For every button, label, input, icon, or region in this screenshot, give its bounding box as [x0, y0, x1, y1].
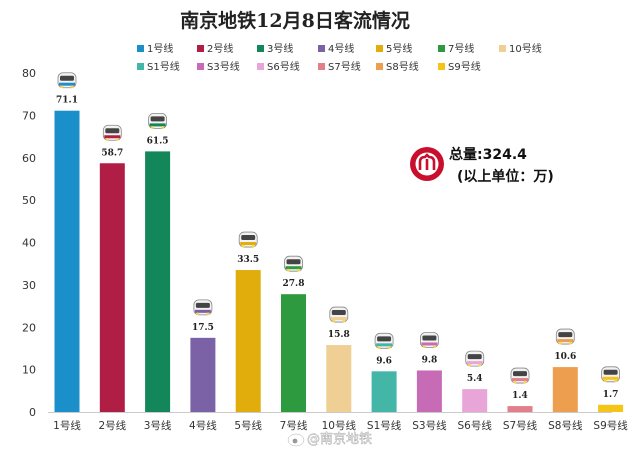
y-tick-label: 0 [29, 406, 36, 419]
legend-swatch [257, 63, 264, 70]
weibo-icon [287, 433, 305, 447]
y-tick-label: 10 [22, 364, 36, 377]
bar [552, 367, 578, 412]
x-tick-label: S3号线 [412, 419, 447, 432]
data-label: 10.6 [554, 352, 576, 362]
y-tick-label: 20 [22, 321, 36, 334]
bar [281, 294, 306, 412]
train-icon [148, 112, 168, 129]
legend-swatch [376, 45, 383, 52]
legend-swatch [438, 63, 445, 70]
data-label: 15.8 [328, 330, 350, 340]
y-tick-label: 60 [22, 152, 36, 165]
legend-swatch [499, 45, 506, 52]
train-icon [238, 231, 258, 248]
legend-entry: 7号线 [448, 42, 474, 55]
y-axis: 0 10 20 30 40 50 60 70 80 [22, 67, 612, 419]
x-tick-label: S9号线 [593, 419, 628, 432]
data-label: 71.1 [56, 96, 78, 106]
bar [54, 110, 80, 413]
train-icon [465, 350, 485, 367]
data-label: 1.7 [603, 390, 619, 400]
train-icon [329, 306, 349, 323]
train-icon [601, 366, 620, 383]
bar [326, 345, 352, 412]
data-label: 1.4 [512, 391, 528, 401]
train-icon [102, 124, 122, 141]
x-tick-label: 5号线 [234, 419, 262, 432]
x-tick-label: 10号线 [322, 419, 357, 432]
nanjing-metro-logo-icon [410, 147, 444, 181]
data-label: 9.6 [376, 356, 392, 366]
train-icon [284, 255, 303, 272]
bar [462, 389, 488, 412]
x-tick-label: S6号线 [458, 419, 493, 432]
x-tick-label: S8号线 [548, 419, 583, 432]
legend-swatch [318, 45, 325, 52]
legend-swatch [318, 63, 325, 70]
bars: 71.1 1号线 58.7 2号线 61.5 3号线 17.5 4号线 33.5 5号线 27.8 7… [53, 72, 628, 432]
train-icon [57, 72, 77, 89]
train-icon [510, 367, 530, 384]
legend-entry: 1号线 [147, 42, 173, 55]
bar [416, 370, 442, 412]
bar [507, 406, 533, 412]
x-tick-label: S1号线 [367, 419, 402, 432]
data-label: 58.7 [101, 148, 123, 158]
x-tick-label: 1号线 [53, 419, 81, 432]
x-tick-label: 2号线 [98, 419, 126, 432]
bar [598, 404, 624, 412]
data-label: 33.5 [237, 255, 259, 265]
legend-swatch [137, 63, 144, 70]
legend-entry: 5号线 [386, 42, 412, 55]
bar [145, 151, 171, 413]
legend-entry: 2号线 [207, 42, 233, 55]
legend-entry: S6号线 [267, 60, 300, 73]
legend-swatch [197, 45, 204, 52]
total-label: 总量:324.4 [449, 146, 527, 163]
legend-swatch [257, 45, 264, 52]
watermark: @南京地铁 [307, 431, 372, 447]
legend-entry: S7号线 [328, 60, 361, 73]
y-tick-label: 70 [22, 109, 36, 122]
unit-note: (以上单位：万) [457, 168, 554, 185]
legend-swatch [197, 63, 204, 70]
bar [235, 270, 261, 412]
legend-swatch [376, 63, 383, 70]
train-icon [193, 299, 213, 316]
legend-swatch [137, 45, 144, 52]
legend-swatch [438, 45, 445, 52]
legend-entry: 4号线 [328, 42, 354, 55]
data-label: 17.5 [192, 323, 214, 333]
bar [190, 337, 216, 412]
legend-entry: S8号线 [386, 60, 419, 73]
bar [99, 163, 125, 412]
legend-entry: S3号线 [207, 60, 240, 73]
y-tick-label: 80 [22, 67, 36, 80]
legend: 1号线 2号线 3号线 4号线 5号线 7号线 10号线 S1号线 S3号线 S6号线 S7号线 S8… [137, 42, 542, 73]
train-icon [419, 332, 439, 348]
y-tick-label: 30 [22, 279, 36, 292]
x-tick-label: 4号线 [189, 419, 217, 432]
data-label: 9.8 [422, 355, 438, 365]
legend-entry: S1号线 [147, 60, 180, 73]
y-tick-label: 50 [22, 194, 36, 207]
chart-title: 南京地铁12月8日客流情况 [180, 9, 410, 32]
y-tick-label: 40 [22, 237, 36, 250]
legend-entry: 3号线 [267, 42, 293, 55]
x-tick-label: 3号线 [144, 419, 172, 432]
train-icon [374, 332, 394, 349]
bar [371, 371, 397, 412]
data-label: 61.5 [147, 136, 169, 146]
data-label: 27.8 [283, 279, 305, 289]
x-tick-label: 7号线 [280, 419, 308, 432]
x-tick-label: S7号线 [503, 419, 538, 432]
data-label: 5.4 [467, 374, 483, 384]
train-icon [555, 328, 575, 345]
legend-entry: 10号线 [509, 42, 542, 55]
legend-entry: S9号线 [448, 60, 481, 73]
